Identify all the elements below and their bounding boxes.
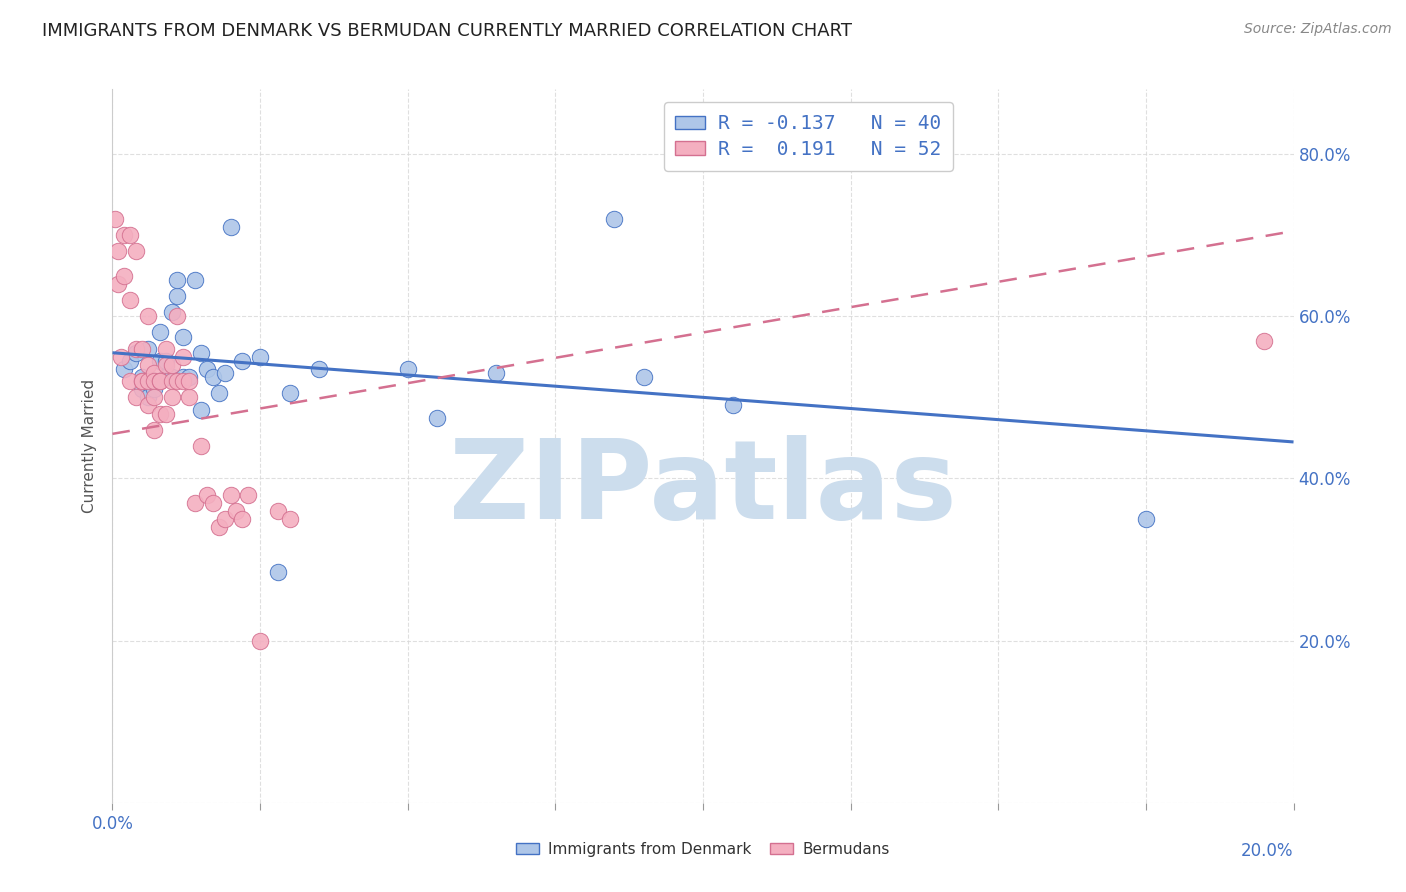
Point <box>214 366 236 380</box>
Point <box>112 362 135 376</box>
Point <box>112 268 135 283</box>
Point <box>125 390 148 404</box>
Point <box>155 358 177 372</box>
Point <box>160 358 183 372</box>
Point <box>195 488 218 502</box>
Point <box>120 374 142 388</box>
Point <box>208 520 231 534</box>
Legend: Immigrants from Denmark, Bermudans: Immigrants from Denmark, Bermudans <box>510 836 896 863</box>
Point <box>219 220 242 235</box>
Point <box>120 354 142 368</box>
Point <box>231 512 253 526</box>
Point <box>208 386 231 401</box>
Point <box>721 399 744 413</box>
Point <box>149 374 172 388</box>
Point <box>172 329 194 343</box>
Point <box>136 358 159 372</box>
Point <box>125 244 148 259</box>
Point <box>142 382 165 396</box>
Point <box>136 399 159 413</box>
Y-axis label: Currently Married: Currently Married <box>82 379 97 513</box>
Point <box>149 354 172 368</box>
Point <box>131 374 153 388</box>
Point <box>166 289 188 303</box>
Point <box>136 374 159 388</box>
Point <box>107 244 129 259</box>
Point <box>149 374 172 388</box>
Point <box>112 228 135 243</box>
Point <box>155 354 177 368</box>
Point <box>172 374 194 388</box>
Point <box>142 423 165 437</box>
Point <box>179 370 201 384</box>
Point <box>142 374 165 388</box>
Point <box>142 374 165 388</box>
Point <box>160 305 183 319</box>
Point <box>179 374 201 388</box>
Point <box>603 211 626 226</box>
Point <box>136 390 159 404</box>
Point <box>214 512 236 526</box>
Point <box>633 370 655 384</box>
Point <box>249 350 271 364</box>
Point <box>131 342 153 356</box>
Point <box>278 512 301 526</box>
Point <box>136 310 159 324</box>
Point <box>172 350 194 364</box>
Point <box>104 211 127 226</box>
Point <box>184 496 207 510</box>
Point <box>190 402 212 417</box>
Point <box>131 382 153 396</box>
Point <box>136 342 159 356</box>
Point <box>190 345 212 359</box>
Point <box>1253 334 1275 348</box>
Point <box>107 277 129 291</box>
Point <box>179 390 201 404</box>
Point <box>131 370 153 384</box>
Point <box>190 439 212 453</box>
Point <box>155 370 177 384</box>
Point <box>485 366 508 380</box>
Point <box>125 342 148 356</box>
Point <box>149 326 172 340</box>
Point <box>278 386 301 401</box>
Point <box>184 273 207 287</box>
Point <box>142 390 165 404</box>
Point <box>160 370 183 384</box>
Point <box>219 488 242 502</box>
Text: 20.0%: 20.0% <box>1241 842 1294 860</box>
Point <box>201 370 224 384</box>
Point <box>267 565 290 579</box>
Point <box>426 410 449 425</box>
Text: Source: ZipAtlas.com: Source: ZipAtlas.com <box>1244 22 1392 37</box>
Point <box>160 374 183 388</box>
Point <box>225 504 247 518</box>
Point <box>142 366 165 380</box>
Point <box>249 633 271 648</box>
Point <box>166 374 188 388</box>
Point <box>125 345 148 359</box>
Point <box>149 407 172 421</box>
Point <box>1135 512 1157 526</box>
Point <box>238 488 260 502</box>
Point <box>155 407 177 421</box>
Point <box>201 496 224 510</box>
Point <box>231 354 253 368</box>
Text: ZIPatlas: ZIPatlas <box>449 435 957 542</box>
Point <box>120 228 142 243</box>
Point <box>166 310 188 324</box>
Point <box>172 370 194 384</box>
Point <box>160 390 183 404</box>
Point <box>166 273 188 287</box>
Point <box>396 362 419 376</box>
Point <box>308 362 330 376</box>
Point <box>120 293 142 307</box>
Point <box>195 362 218 376</box>
Point <box>155 342 177 356</box>
Text: IMMIGRANTS FROM DENMARK VS BERMUDAN CURRENTLY MARRIED CORRELATION CHART: IMMIGRANTS FROM DENMARK VS BERMUDAN CURR… <box>42 22 852 40</box>
Point <box>267 504 290 518</box>
Point <box>131 374 153 388</box>
Point <box>110 350 132 364</box>
